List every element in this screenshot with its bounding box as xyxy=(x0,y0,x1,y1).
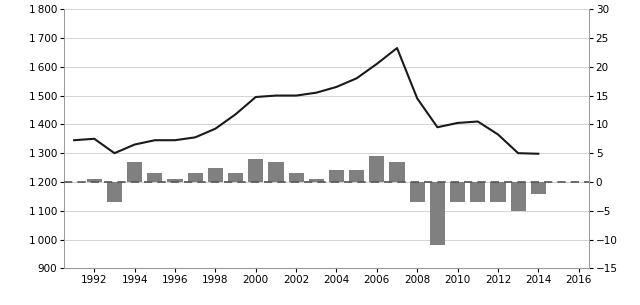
Bar xyxy=(450,182,465,202)
Bar xyxy=(329,170,344,182)
Bar xyxy=(470,182,485,202)
Bar xyxy=(208,167,223,182)
Bar xyxy=(390,162,404,182)
Bar xyxy=(268,162,284,182)
Bar xyxy=(349,170,364,182)
Bar xyxy=(289,173,304,182)
Bar xyxy=(308,179,324,182)
Bar xyxy=(511,182,525,211)
Bar xyxy=(490,182,506,202)
Bar xyxy=(369,156,385,182)
Bar xyxy=(147,173,163,182)
Bar xyxy=(188,173,203,182)
Bar xyxy=(86,179,102,182)
Bar xyxy=(248,159,263,182)
Bar xyxy=(228,173,243,182)
Bar xyxy=(430,182,445,245)
Bar xyxy=(127,162,142,182)
Bar xyxy=(531,182,546,193)
Bar xyxy=(168,179,182,182)
Bar xyxy=(410,182,425,202)
Bar xyxy=(107,182,122,202)
